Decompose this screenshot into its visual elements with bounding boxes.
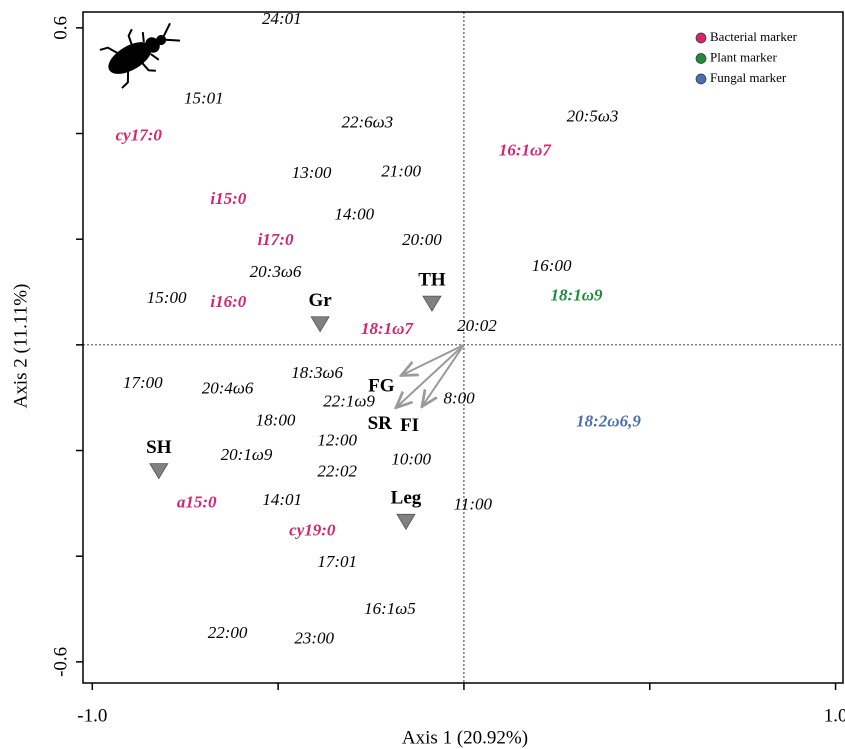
marker-label: i15:0: [210, 189, 246, 208]
fatty-acid-label: 15:00: [147, 288, 187, 307]
y-tick-label: -0.6: [50, 647, 71, 677]
vector-label: FG: [368, 376, 395, 397]
legend-swatch: [696, 54, 706, 64]
x-tick-label: 1.0: [824, 705, 845, 726]
fatty-acid-label: 14:01: [262, 490, 302, 509]
fatty-acid-label: 23:00: [294, 629, 334, 648]
legend-swatch: [696, 33, 706, 43]
fatty-acid-label: 13:00: [292, 163, 332, 182]
sample-marker: [311, 317, 329, 332]
sample-label: Leg: [391, 488, 422, 509]
fatty-acid-label: 22:6ω3: [341, 112, 393, 131]
sample-marker: [397, 514, 415, 529]
sample-marker: [150, 464, 168, 479]
fatty-acid-label: 12:00: [317, 430, 357, 449]
fatty-acid-label: 21:00: [381, 162, 421, 181]
marker-label: i17:0: [258, 230, 294, 249]
sample-label: Gr: [308, 290, 332, 311]
fatty-acid-label: 20:3ω6: [250, 262, 302, 281]
x-tick-label: -1.0: [77, 705, 107, 726]
vector-label: FI: [400, 415, 419, 436]
fatty-acid-label: 20:5ω3: [567, 107, 619, 126]
marker-label: 18:1ω7: [361, 319, 414, 338]
sample-label: SH: [146, 437, 172, 458]
fatty-acid-label: 20:1ω9: [221, 445, 273, 464]
sample-marker: [423, 296, 441, 311]
fatty-acid-label: 22:00: [208, 623, 248, 642]
legend-swatch: [696, 74, 706, 84]
fatty-acid-label: 20:02: [457, 316, 497, 335]
fatty-acid-label: 17:00: [123, 373, 163, 392]
marker-label: 18:2ω6,9: [576, 411, 641, 430]
fatty-acid-label: 11:00: [454, 494, 493, 513]
fatty-acid-label: 18:00: [256, 410, 296, 429]
fatty-acid-label: 20:00: [402, 230, 442, 249]
beetle-icon: [97, 11, 187, 91]
marker-label: i16:0: [210, 292, 246, 311]
marker-label: cy19:0: [289, 520, 336, 539]
fatty-acid-label: 24:01: [262, 9, 302, 28]
legend-label: Plant marker: [710, 49, 777, 64]
marker-label: a15:0: [177, 492, 217, 511]
fatty-acid-label: 15:01: [184, 89, 224, 108]
y-tick-label: 0.6: [50, 16, 71, 40]
fatty-acid-label: 22:02: [317, 462, 357, 481]
fatty-acid-label: 16:1ω5: [364, 599, 416, 618]
fatty-acid-label: 10:00: [391, 449, 431, 468]
vector-label: SR: [368, 413, 393, 434]
legend-label: Fungal marker: [710, 70, 787, 85]
chart: Axis 1 (20.92%) Axis 2 (11.11%) -1.0 1.0 -…: [0, 0, 845, 749]
sample-label: TH: [418, 269, 446, 290]
fatty-acid-label: 14:00: [334, 204, 374, 223]
fatty-acid-label: 17:01: [317, 552, 357, 571]
fatty-acid-label: 8:00: [444, 389, 476, 408]
fatty-acid-label: 20:4ω6: [202, 379, 254, 398]
fatty-acid-label: 16:00: [532, 256, 572, 275]
y-axis-title: Axis 2 (11.11%): [10, 284, 31, 409]
x-axis-title: Axis 1 (20.92%): [402, 727, 528, 748]
marker-label: cy17:0: [116, 126, 163, 145]
marker-label: 18:1ω9: [551, 286, 603, 305]
fatty-acid-label: 18:3ω6: [291, 363, 343, 382]
marker-label: 16:1ω7: [499, 140, 552, 159]
legend-label: Bacterial marker: [710, 29, 798, 44]
